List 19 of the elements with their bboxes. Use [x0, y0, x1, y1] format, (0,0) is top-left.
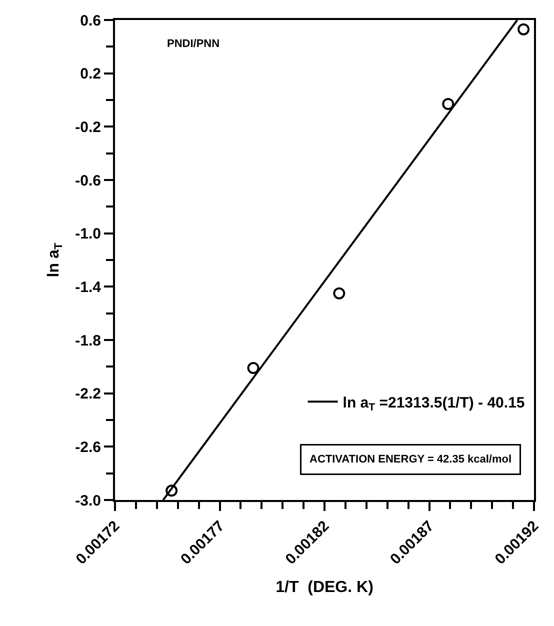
legend-label: ln a$_{T}$ =21313.5(1/T) - 40.15: [342, 394, 525, 414]
y-tick-label: -0.2: [75, 118, 101, 136]
y-tick-label: -1.8: [75, 332, 101, 350]
y-tick-label: -0.6: [75, 172, 101, 190]
y-tick-label: -2.6: [75, 438, 101, 456]
y-tick-label: -3.0: [75, 492, 101, 510]
y-tick-label: -1.0: [75, 226, 101, 243]
x-axis-title: 1/T (DEG. K): [276, 579, 374, 596]
y-tick-label: -1.4: [75, 278, 102, 296]
point: [247, 362, 260, 374]
y-tick-label: 0.2: [80, 66, 101, 83]
y-tick-label: 0.6: [80, 12, 101, 30]
point: [442, 98, 454, 110]
y-tick-label: -2.2: [75, 386, 101, 403]
point: [333, 287, 346, 300]
point: [166, 484, 178, 497]
annotation: ACTIVATION ENERGY = 42.35 kcal/mol: [310, 454, 512, 466]
point: [518, 23, 530, 36]
annotation: PNDI/PNN: [167, 38, 220, 50]
